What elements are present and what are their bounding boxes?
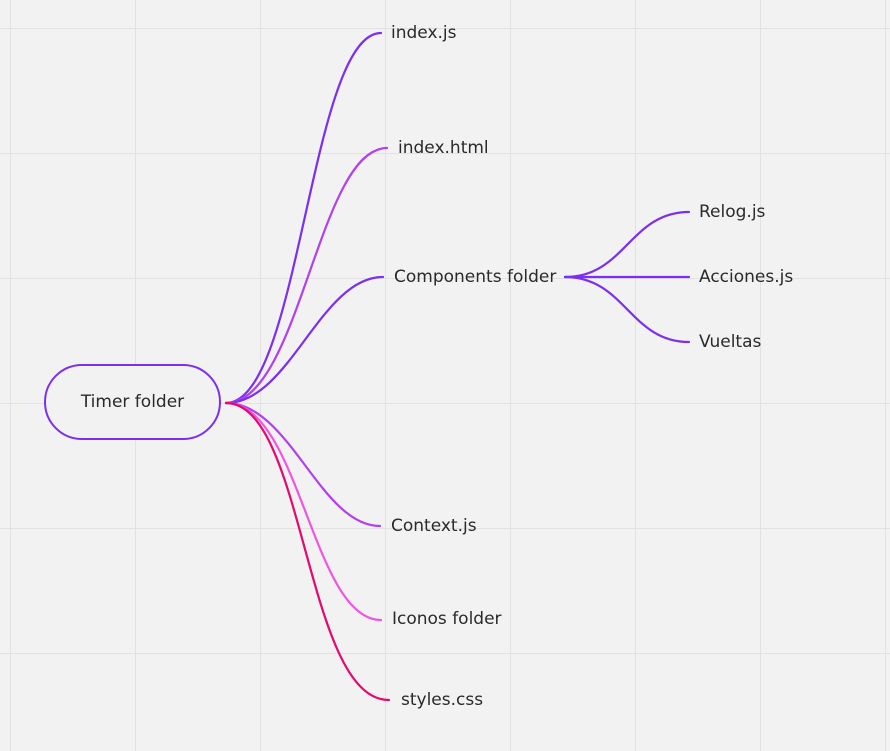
node-acciones-js[interactable]: Acciones.js [699,267,794,287]
link-components-relog [563,210,691,279]
link-root-index-js [224,31,383,405]
node-styles-css[interactable]: styles.css [401,690,484,710]
node-components-folder[interactable]: Components folder [394,267,557,287]
link-components-vueltas [563,275,691,344]
node-relog-js[interactable]: Relog.js [699,202,766,222]
node-context-js[interactable]: Context.js [391,516,477,536]
link-root-components [224,275,385,405]
node-vueltas[interactable]: Vueltas [699,332,762,352]
link-root-styles [224,401,391,702]
link-root-iconos [224,401,383,622]
root-node-label: Timer folder [80,392,185,412]
node-index-html[interactable]: index.html [398,138,489,158]
link-root-index-html [224,146,389,405]
root-node[interactable]: Timer folder [44,364,221,440]
link-root-context [224,401,382,528]
node-iconos-folder[interactable]: Iconos folder [392,609,502,629]
node-index-js[interactable]: index.js [391,23,457,43]
